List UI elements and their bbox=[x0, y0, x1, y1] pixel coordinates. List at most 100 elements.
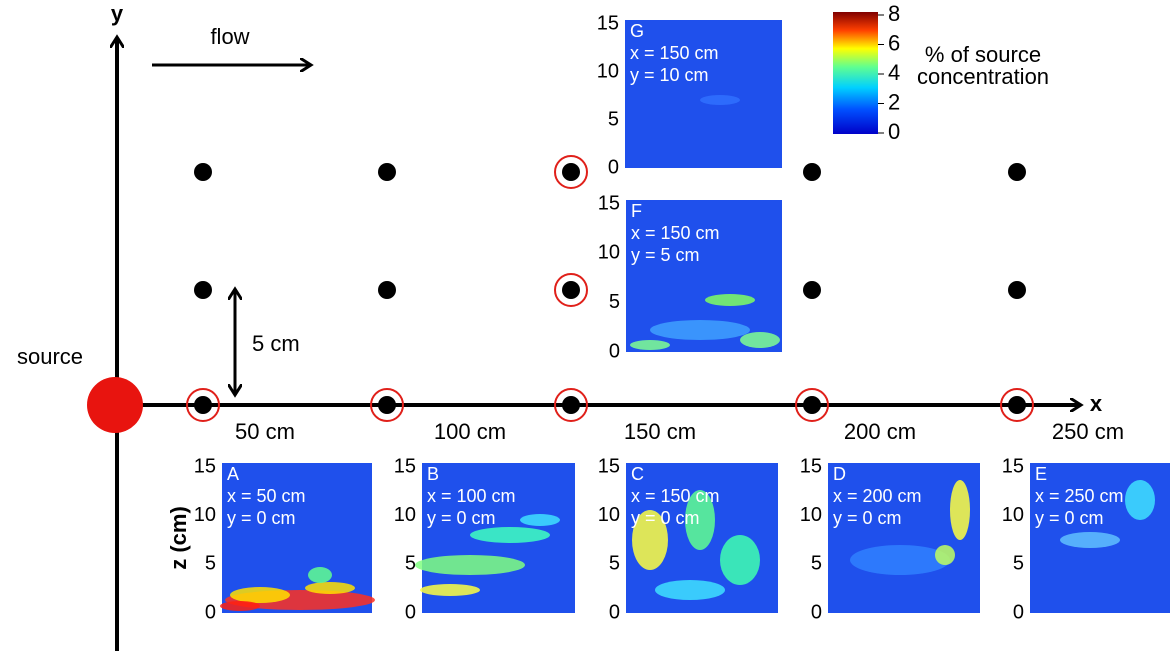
plume-feature bbox=[740, 332, 780, 348]
colorbar-tick-label: 2 bbox=[888, 89, 900, 114]
sample-point bbox=[1008, 281, 1026, 299]
panel-tick-label: 15 bbox=[597, 12, 619, 34]
panel-letter: B bbox=[427, 464, 439, 484]
panel-y: y = 0 cm bbox=[631, 508, 700, 528]
panel-x: x = 100 cm bbox=[427, 486, 516, 506]
panel-tick-label: 10 bbox=[1002, 504, 1024, 526]
panel-y: y = 0 cm bbox=[833, 508, 902, 528]
panel-letter: E bbox=[1035, 464, 1047, 484]
panel-tick-label: 5 bbox=[609, 553, 620, 575]
panel-tick-label: 10 bbox=[597, 60, 619, 82]
x-position-label: 200 cm bbox=[844, 419, 916, 444]
plume-feature bbox=[700, 95, 740, 105]
plume-feature bbox=[220, 601, 260, 611]
panel-letter: A bbox=[227, 464, 239, 484]
panel-y: y = 0 cm bbox=[427, 508, 496, 528]
x-axis-label: x bbox=[1090, 391, 1103, 416]
panel-tick-label: 15 bbox=[800, 455, 822, 477]
panel-tick-label: 0 bbox=[609, 601, 620, 623]
panel-tick-label: 15 bbox=[1002, 455, 1024, 477]
panel-tick-label: 0 bbox=[1013, 601, 1024, 623]
plume-feature bbox=[950, 480, 970, 540]
sample-point bbox=[562, 281, 580, 299]
sample-point bbox=[803, 396, 821, 414]
plume-feature bbox=[720, 535, 760, 585]
panel-y: y = 5 cm bbox=[631, 245, 700, 265]
source-label: source bbox=[17, 344, 83, 369]
x-position-label: 100 cm bbox=[434, 419, 506, 444]
panel-tick-label: 0 bbox=[609, 340, 620, 362]
panel-y: y = 10 cm bbox=[630, 65, 709, 85]
spacing-label: 5 cm bbox=[252, 331, 300, 356]
sample-point bbox=[194, 163, 212, 181]
panel-tick-label: 15 bbox=[598, 455, 620, 477]
sample-point bbox=[803, 281, 821, 299]
panel-tick-label: 15 bbox=[394, 455, 416, 477]
panel-tick-label: 10 bbox=[194, 504, 216, 526]
colorbar-gradient bbox=[833, 12, 878, 134]
colorbar-tick-label: 4 bbox=[888, 60, 900, 85]
plume-feature bbox=[630, 340, 670, 350]
panel-x: x = 150 cm bbox=[630, 43, 719, 63]
concentration-panel: Cx = 150 cmy = 0 cm 0 5 10 15 bbox=[598, 455, 778, 623]
plume-feature bbox=[415, 555, 525, 575]
panel-tick-label: 5 bbox=[205, 553, 216, 575]
panel-x: x = 250 cm bbox=[1035, 486, 1124, 506]
sample-point bbox=[194, 281, 212, 299]
plume-feature bbox=[705, 294, 755, 306]
panel-tick-label: 5 bbox=[811, 553, 822, 575]
sample-point bbox=[562, 163, 580, 181]
panel-tick-label: 0 bbox=[205, 601, 216, 623]
panel-tick-label: 10 bbox=[598, 504, 620, 526]
panel-tick-label: 5 bbox=[405, 553, 416, 575]
plume-feature bbox=[650, 320, 750, 340]
sample-point bbox=[378, 163, 396, 181]
plume-feature bbox=[655, 580, 725, 600]
plume-feature bbox=[520, 514, 560, 526]
plume-feature bbox=[850, 545, 950, 575]
panel-tick-label: 10 bbox=[394, 504, 416, 526]
plume-feature bbox=[1060, 532, 1120, 548]
panel-x: x = 150 cm bbox=[631, 486, 720, 506]
panel-tick-label: 5 bbox=[609, 291, 620, 313]
x-position-label: 250 cm bbox=[1052, 419, 1124, 444]
sample-point bbox=[194, 396, 212, 414]
y-axis-label: y bbox=[111, 1, 124, 26]
panel-letter: D bbox=[833, 464, 846, 484]
concentration-panel: Bx = 100 cmy = 0 cm 0 5 10 15 bbox=[394, 455, 575, 623]
sample-point bbox=[803, 163, 821, 181]
panel-y: y = 0 cm bbox=[1035, 508, 1104, 528]
colorbar: % of source concentration bbox=[833, 12, 1049, 134]
plume-feature bbox=[470, 527, 550, 543]
colorbar-tick-label: 8 bbox=[888, 1, 900, 26]
panel-tick-label: 15 bbox=[598, 192, 620, 214]
plume-feature bbox=[230, 587, 290, 603]
panel-x: x = 200 cm bbox=[833, 486, 922, 506]
panel-x: x = 150 cm bbox=[631, 223, 720, 243]
x-position-label: 150 cm bbox=[624, 419, 696, 444]
flow-label: flow bbox=[210, 24, 249, 49]
source-marker bbox=[87, 377, 143, 433]
panel-letter: C bbox=[631, 464, 644, 484]
plume-feature bbox=[420, 584, 480, 596]
diagram: y x flow source 5 cm z (cm) % of source … bbox=[0, 0, 1170, 651]
panel-letter: G bbox=[630, 21, 644, 41]
sample-point bbox=[562, 396, 580, 414]
plume-feature bbox=[935, 545, 955, 565]
panel-tick-label: 10 bbox=[598, 242, 620, 264]
panel-tick-label: 0 bbox=[405, 601, 416, 623]
colorbar-label: concentration bbox=[917, 64, 1049, 89]
x-position-label: 50 cm bbox=[235, 419, 295, 444]
panel-x: x = 50 cm bbox=[227, 486, 306, 506]
plume-feature bbox=[305, 582, 355, 594]
sample-point bbox=[378, 281, 396, 299]
panel-tick-label: 0 bbox=[608, 156, 619, 178]
sample-point bbox=[1008, 163, 1026, 181]
panel-letter: F bbox=[631, 201, 642, 221]
concentration-panel: Fx = 150 cmy = 5 cm 0 5 10 15 bbox=[598, 192, 782, 362]
panel-tick-label: 15 bbox=[194, 455, 216, 477]
